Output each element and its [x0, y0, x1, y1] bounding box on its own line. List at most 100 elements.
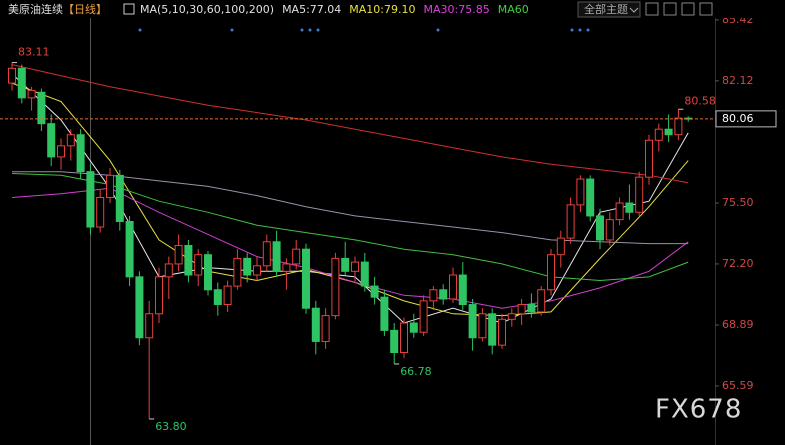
candle-body	[262, 241, 271, 267]
candle-body	[66, 134, 75, 147]
candle-body	[125, 220, 134, 278]
y-tick-label: 72.20	[722, 257, 754, 270]
candle-body	[194, 254, 203, 276]
candle-body	[155, 276, 163, 315]
dropdown-arrow	[629, 7, 639, 13]
candle-body	[488, 313, 497, 346]
theme-button-label[interactable]: 全部主题	[584, 2, 628, 16]
candle-body	[390, 329, 399, 354]
extreme-label: 63.80	[155, 420, 187, 433]
candle-body	[458, 274, 467, 306]
ma-line	[11, 64, 689, 184]
indicator-label: MA(5,10,30,60,100,200)	[140, 3, 274, 16]
candle-body	[311, 307, 320, 342]
candle-body	[498, 318, 506, 346]
candle-body	[272, 241, 281, 272]
indicator-label: MA5:77.04	[282, 3, 341, 16]
candle-body	[135, 276, 144, 339]
y-tick-label: 82.12	[722, 74, 754, 87]
candle-body	[233, 257, 242, 287]
indicator-label: MA30:75.85	[424, 3, 490, 16]
candle-body	[106, 174, 114, 198]
candle-body	[321, 315, 330, 342]
candle-body	[566, 204, 575, 239]
candle-body	[360, 261, 369, 287]
candle-body	[478, 313, 487, 339]
candle-body	[517, 304, 526, 315]
extreme-label: 80.58	[684, 94, 716, 107]
candle-body	[164, 263, 173, 278]
candle-body	[635, 176, 644, 213]
candle-body	[76, 134, 85, 173]
tool-button[interactable]	[699, 2, 713, 16]
indicator-label: MA10:79.10	[349, 3, 415, 16]
candle-body	[547, 254, 555, 291]
candle-body	[243, 257, 252, 276]
candle-body	[586, 178, 595, 217]
candle-body	[115, 174, 124, 222]
candle-body	[645, 139, 653, 178]
candle-body	[370, 285, 379, 298]
extreme-label: 83.11	[18, 46, 50, 59]
y-tick-label: 68.89	[722, 318, 754, 331]
candle-body	[204, 254, 212, 291]
indicator-label: MA60	[498, 3, 529, 16]
candle-body	[429, 289, 438, 302]
candle-body	[468, 304, 477, 339]
ma-line	[11, 187, 689, 309]
candle-body	[625, 202, 634, 213]
candle-body	[174, 244, 183, 265]
candle-body	[537, 289, 546, 313]
settings-icon[interactable]	[123, 3, 135, 15]
candle-body	[449, 274, 457, 300]
candle-body	[145, 313, 154, 339]
candle-body	[507, 313, 516, 320]
candle-body	[605, 219, 614, 241]
current-price-label: 80.06	[722, 112, 754, 125]
y-tick-label: 65.59	[722, 379, 754, 392]
period-label: 【日线】	[63, 2, 107, 16]
candle-body	[27, 89, 36, 99]
ma-line	[11, 173, 689, 282]
tool-button[interactable]	[681, 2, 695, 16]
candle-body	[223, 285, 232, 306]
chart-title: 美原油连续	[8, 2, 63, 16]
candle-body	[213, 289, 222, 306]
candle-body	[292, 248, 301, 265]
candle-body	[380, 296, 389, 331]
extreme-label: 66.78	[400, 365, 432, 378]
candle-body	[664, 128, 673, 136]
candle-body	[57, 145, 65, 158]
candle-body	[596, 215, 604, 241]
y-tick-label: 75.50	[722, 196, 754, 209]
candle-body	[439, 289, 448, 300]
candle-body	[184, 244, 193, 276]
tool-button[interactable]	[663, 2, 677, 16]
candle-body	[86, 171, 95, 228]
candle-body	[37, 91, 46, 125]
candle-body	[17, 67, 26, 99]
candle-body	[674, 117, 683, 136]
candle-body	[409, 322, 418, 333]
event-dots	[138, 28, 590, 32]
candle-body	[615, 202, 624, 221]
ma-line	[12, 171, 689, 245]
candle-body	[351, 261, 359, 272]
candle-body	[654, 128, 663, 141]
candle-body	[527, 304, 536, 313]
candle-body	[96, 196, 105, 228]
theme-button[interactable]	[577, 1, 641, 18]
watermark: FX678	[655, 395, 742, 425]
candle-body	[400, 322, 408, 354]
candle-body	[302, 248, 310, 309]
candle-body	[8, 67, 16, 84]
candle-body	[576, 178, 585, 206]
candle-body	[253, 265, 261, 276]
tool-button[interactable]	[645, 2, 659, 16]
candle-body	[341, 257, 350, 272]
candle-body	[282, 263, 291, 272]
candle-body	[556, 237, 565, 256]
candle-body	[47, 123, 56, 158]
